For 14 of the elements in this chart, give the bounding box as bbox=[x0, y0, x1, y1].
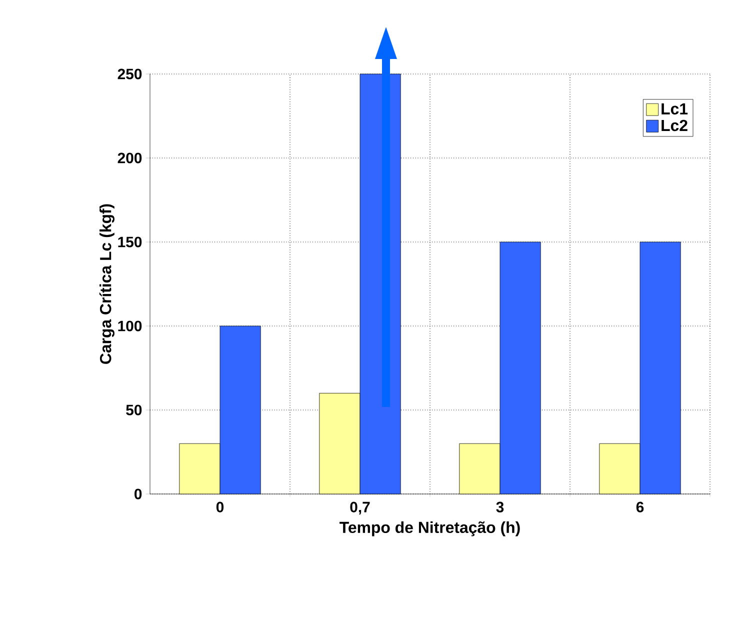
y-tick-label: 200 bbox=[118, 152, 142, 164]
y-tick-label: 100 bbox=[118, 320, 142, 332]
legend-label: Lc2 bbox=[662, 120, 688, 132]
y-tick-label: 150 bbox=[118, 236, 142, 248]
x-tick-label: 6 bbox=[636, 502, 644, 512]
x-tick-label: 3 bbox=[496, 502, 504, 512]
legend-label: Lc1 bbox=[662, 103, 688, 114]
x-axis-title: Tempo de Nitretação (h) bbox=[340, 521, 520, 536]
x-tick-label: 0 bbox=[216, 502, 224, 512]
y-tick-label: 250 bbox=[118, 68, 142, 80]
y-tick-label: 50 bbox=[126, 404, 142, 416]
y-tick-label: 0 bbox=[134, 488, 142, 500]
y-axis-title: Carga Crítica Lc (kgf) bbox=[99, 204, 114, 364]
x-tick-label: 0,7 bbox=[350, 502, 370, 515]
